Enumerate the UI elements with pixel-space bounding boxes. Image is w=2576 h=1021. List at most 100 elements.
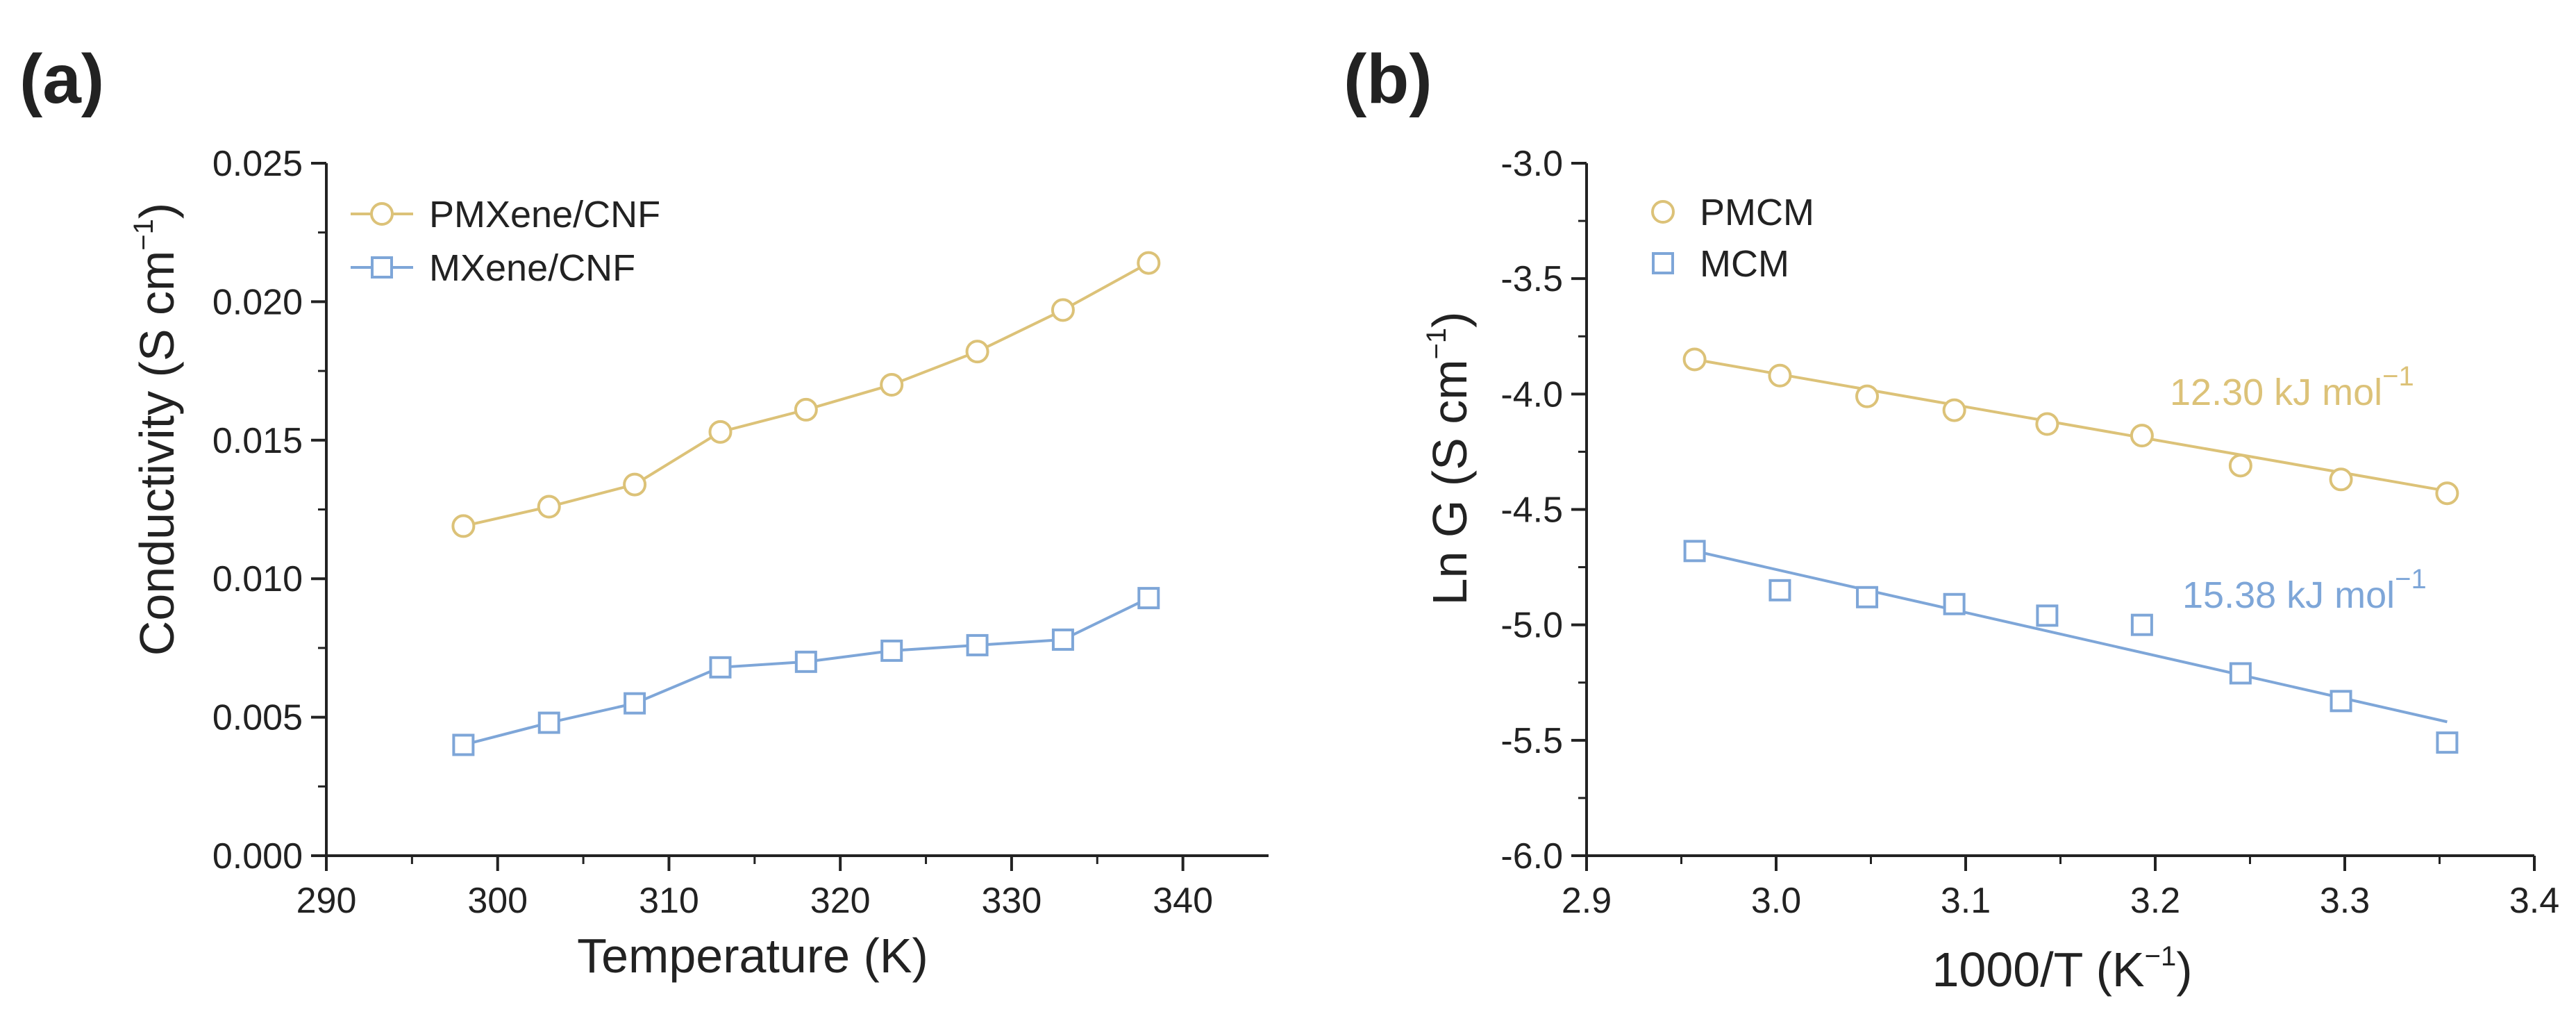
panel-b-y-title-main: Ln G (S cm	[1423, 359, 1477, 605]
data-point-pmcm	[1682, 347, 1707, 372]
panel-a-y-axis-title: Conductivity (S cm−1)	[128, 203, 184, 656]
panel-a-ticks: 290 300 310 320 330 340 0.000 0.005 0.010 0.015 0.…	[212, 144, 1213, 921]
panel-a-y-tick-label: 0.010	[212, 559, 303, 599]
legend-label-pmxene-cnf: PMXene/CNF	[429, 194, 660, 235]
annotation-mcm-main: 15.38 kJ mol	[2182, 574, 2395, 616]
data-point-pmcm	[1942, 398, 1966, 422]
series-line-pmxene-cnf	[462, 261, 1150, 528]
legend-marker-mxene-cnf	[371, 256, 393, 279]
panel-b-y-axis-title: Ln G (S cm−1)	[1421, 312, 1477, 606]
panel-b-y-tick-label: -5.0	[1500, 606, 1563, 646]
panel-a-x-tick-label: 330	[982, 881, 1042, 921]
legend-label-mcm: MCM	[1700, 243, 1789, 285]
annotation-mcm-activation-energy: 15.38 kJ mol−1	[2182, 564, 2427, 616]
panel-a-x-tick-label: 320	[810, 881, 871, 921]
data-point-pmcm	[2130, 424, 2154, 448]
panel-a-x-axis-title: Temperature (K)	[577, 929, 928, 983]
panel-a-x-tick-label: 310	[639, 881, 699, 921]
panel-b-series	[1682, 347, 2459, 754]
data-point-pmxene-cnf	[794, 397, 818, 422]
data-point-pmcm	[2228, 454, 2252, 478]
panel-b-legend: PMCM MCM	[1651, 192, 1814, 285]
panel-b-x-title-sup: −1	[2145, 941, 2177, 972]
data-point-mcm	[2036, 604, 2059, 627]
panel-b-x-tick-label: 3.3	[2320, 881, 2370, 921]
data-point-mxene-cnf	[452, 733, 475, 756]
panel-b-chart: (b) 2.9 3.0 3.1 3.2 3.3 3.4 -3.0 -3.5 -4.0 -4.5 -5…	[1344, 40, 2559, 997]
data-point-mcm	[2436, 731, 2459, 754]
panel-b-y-title-sup: −1	[1421, 328, 1452, 360]
panel-a-chart: (a) 290 300 310 320 330 340 0.000 0.005 0.010 0.0…	[19, 40, 1269, 983]
data-point-pmcm	[1855, 384, 1880, 408]
panel-b-label: (b)	[1344, 40, 1432, 118]
panel-b-y-tick-label: -4.0	[1500, 374, 1563, 415]
fit-line-mcm	[1694, 549, 2448, 724]
data-point-pmxene-cnf	[965, 340, 989, 364]
data-point-mxene-cnf	[624, 692, 646, 715]
data-point-mxene-cnf	[880, 639, 903, 662]
panel-a-label: (a)	[19, 40, 104, 118]
panel-b-y-tick-label: -3.0	[1500, 144, 1563, 184]
data-point-mxene-cnf	[1137, 587, 1160, 610]
panel-a-series	[451, 251, 1161, 756]
data-point-pmxene-cnf	[880, 373, 904, 397]
data-point-mcm	[2229, 662, 2252, 685]
legend-label-pmcm: PMCM	[1700, 192, 1814, 233]
panel-a-y-title-main: Conductivity (S cm	[130, 251, 184, 656]
data-point-pmxene-cnf	[623, 472, 647, 497]
data-point-pmxene-cnf	[451, 514, 476, 538]
panel-a-y-title-sup: −1	[128, 219, 159, 251]
legend-label-mxene-cnf: MXene/CNF	[429, 247, 635, 289]
panel-b-y-tick-label: -6.0	[1500, 836, 1563, 877]
panel-a-x-tick-label: 290	[296, 881, 357, 921]
data-point-pmcm	[2035, 412, 2059, 436]
panel-b-y-title-close: )	[1423, 312, 1477, 328]
data-point-mcm	[2130, 613, 2153, 636]
annotation-mcm-sup: −1	[2395, 564, 2427, 595]
panel-b-y-tick-label: -5.5	[1500, 721, 1563, 761]
data-point-mcm	[1943, 592, 1966, 615]
panel-a-y-tick-label: 0.025	[212, 144, 303, 184]
annotation-pmcm-activation-energy: 12.30 kJ mol−1	[2170, 361, 2414, 413]
panel-b-y-tick-label: -3.5	[1500, 259, 1563, 299]
fit-line-pmcm	[1694, 358, 2448, 492]
panel-b-x-title-close: )	[2176, 943, 2192, 997]
data-point-pmcm	[2329, 467, 2353, 492]
panel-a-y-tick-label: 0.005	[212, 698, 303, 738]
panel-a-y-tick-label: 0.000	[212, 836, 303, 877]
panel-b-x-tick-label: 3.2	[2130, 881, 2180, 921]
data-point-pmxene-cnf	[1051, 298, 1075, 322]
data-point-mcm	[1683, 540, 1706, 563]
data-point-mxene-cnf	[1051, 628, 1074, 651]
data-point-mcm	[1768, 579, 1791, 601]
data-point-mcm	[1856, 586, 1879, 608]
panel-a-y-title-close: )	[130, 203, 184, 219]
data-point-mxene-cnf	[966, 633, 989, 656]
data-point-pmcm	[2435, 481, 2459, 506]
legend-marker-pmcm	[1651, 200, 1675, 224]
data-point-pmxene-cnf	[1137, 251, 1161, 275]
annotation-pmcm-main: 12.30 kJ mol	[2170, 372, 2382, 413]
data-point-pmcm	[1768, 363, 1792, 388]
data-point-mxene-cnf	[794, 650, 817, 673]
annotation-pmcm-sup: −1	[2382, 361, 2414, 392]
legend-marker-mcm	[1652, 252, 1674, 274]
data-point-pmxene-cnf	[537, 495, 561, 519]
panel-b-x-title-main: 1000/T (K	[1932, 943, 2144, 997]
panel-b-x-tick-label: 3.4	[2509, 881, 2559, 921]
legend-marker-pmxene-cnf	[370, 202, 394, 226]
panel-a-x-tick-label: 340	[1153, 881, 1213, 921]
panel-b-x-tick-label: 2.9	[1562, 881, 1612, 921]
data-point-mcm	[2330, 690, 2352, 713]
panel-a-y-tick-label: 0.020	[212, 282, 303, 322]
data-point-mxene-cnf	[537, 711, 560, 734]
panel-a-y-tick-label: 0.015	[212, 421, 303, 461]
data-point-pmxene-cnf	[708, 420, 733, 444]
data-point-mxene-cnf	[709, 656, 732, 679]
panel-a-legend: PMXene/CNF MXene/CNF	[351, 194, 660, 289]
panel-b-x-tick-label: 3.0	[1751, 881, 1801, 921]
panel-a-x-tick-label: 300	[467, 881, 528, 921]
panel-b-y-tick-label: -4.5	[1500, 490, 1563, 531]
panel-b-ticks: 2.9 3.0 3.1 3.2 3.3 3.4 -3.0 -3.5 -4.0 -4.5 -5.0 -5…	[1500, 144, 2559, 921]
